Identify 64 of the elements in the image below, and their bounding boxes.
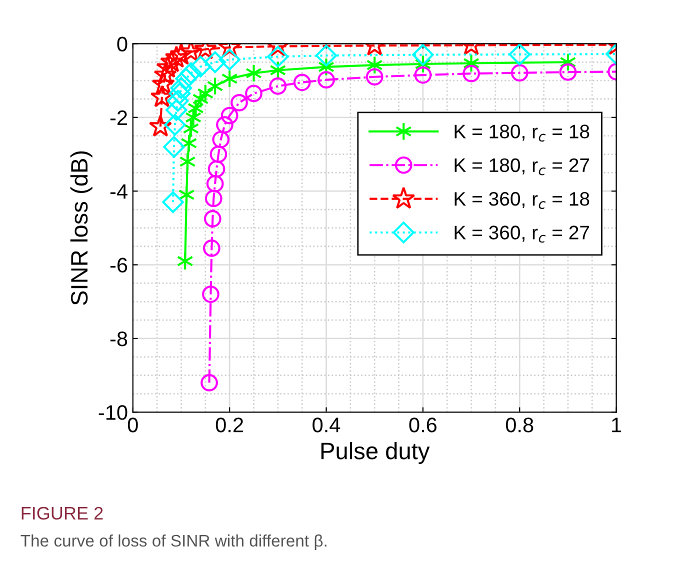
x-tick-label: 0.2 [216, 418, 244, 432]
x-tick-label: 0.4 [312, 418, 340, 432]
y-tick-label: -6 [110, 258, 128, 273]
x-tick-label: 0 [128, 418, 138, 432]
point [204, 210, 222, 228]
point [366, 68, 384, 86]
point [156, 56, 180, 78]
point [220, 106, 238, 124]
point [203, 240, 220, 257]
x-tick-label: 1 [612, 418, 622, 432]
point [212, 130, 230, 148]
x-axis-title: Pulse duty [321, 442, 430, 464]
point [510, 64, 528, 82]
point [462, 64, 480, 82]
point [414, 66, 432, 84]
point [245, 64, 262, 83]
y-tick-label: -4 [110, 184, 128, 199]
point [559, 63, 577, 81]
point [148, 114, 172, 137]
point [168, 82, 191, 104]
text: The curve of loss of SINR with different β. [20, 534, 326, 550]
point [318, 71, 335, 89]
point [152, 72, 175, 94]
caption: FIGURE 2 [22, 506, 103, 520]
point [245, 84, 262, 102]
point [202, 286, 220, 303]
point [164, 114, 186, 136]
point [508, 44, 530, 66]
point [230, 94, 248, 112]
y-axis-title: SINR loss (dB) [70, 151, 92, 305]
point [218, 48, 240, 70]
point [190, 56, 212, 78]
point [216, 116, 234, 134]
y-tick-label: -2 [110, 110, 127, 125]
point [163, 136, 185, 158]
point [206, 175, 224, 192]
legend-label: K = 180, r$_{c}$ = 27 [454, 158, 590, 176]
point [175, 68, 197, 90]
x-tick-label: 0.8 [506, 418, 534, 432]
y-tick-label: -10 [98, 405, 128, 420]
point [204, 51, 226, 74]
point [170, 77, 192, 99]
point [162, 191, 184, 214]
point [150, 84, 174, 108]
point [293, 74, 311, 92]
point [166, 90, 189, 112]
point [166, 99, 188, 121]
point [200, 374, 218, 392]
legend-label: K = 360, r$_{c}$ = 18 [454, 192, 590, 209]
legend-label: K = 360, r$_{c}$ = 27 [454, 226, 590, 243]
point [154, 62, 177, 86]
point [180, 62, 202, 84]
point [208, 160, 226, 178]
y-tick-label: 0 [117, 36, 128, 52]
point [210, 146, 228, 163]
x-tick-label: 0.6 [409, 418, 436, 432]
point [170, 44, 193, 65]
point [204, 190, 222, 208]
point [315, 44, 338, 66]
point [412, 44, 434, 66]
point [267, 46, 289, 68]
y-tick-label: -8 [110, 331, 128, 346]
point [269, 77, 287, 95]
legend-label: K = 180, r$_{c}$ = 18 [454, 124, 590, 142]
